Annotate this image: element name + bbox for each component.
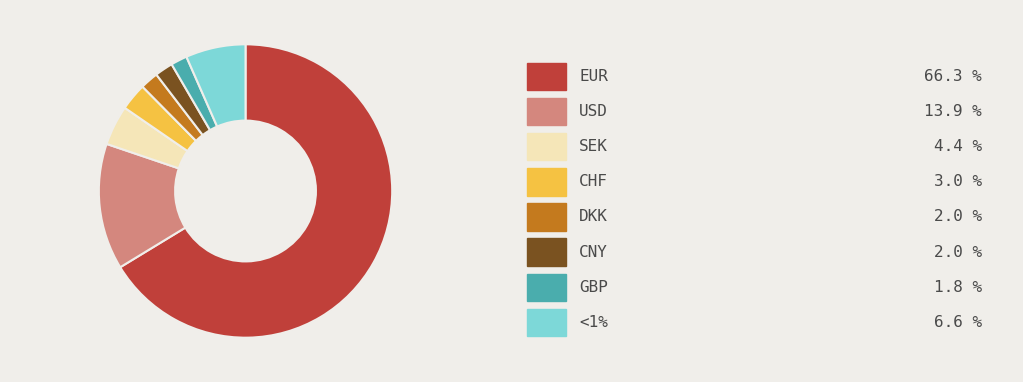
Text: GBP: GBP — [579, 280, 608, 295]
Wedge shape — [157, 64, 210, 135]
Text: 3.0 %: 3.0 % — [934, 174, 982, 189]
Text: 6.6 %: 6.6 % — [934, 315, 982, 330]
Wedge shape — [106, 108, 187, 168]
Wedge shape — [172, 57, 217, 130]
Text: 4.4 %: 4.4 % — [934, 139, 982, 154]
Wedge shape — [121, 44, 392, 338]
Text: SEK: SEK — [579, 139, 608, 154]
Text: EUR: EUR — [579, 69, 608, 84]
Text: 1.8 %: 1.8 % — [934, 280, 982, 295]
Text: 2.0 %: 2.0 % — [934, 209, 982, 225]
Wedge shape — [125, 87, 196, 151]
Wedge shape — [142, 74, 203, 141]
Text: CNY: CNY — [579, 244, 608, 260]
Text: USD: USD — [579, 104, 608, 119]
Text: 66.3 %: 66.3 % — [925, 69, 982, 84]
Text: <1%: <1% — [579, 315, 608, 330]
Text: DKK: DKK — [579, 209, 608, 225]
Text: 2.0 %: 2.0 % — [934, 244, 982, 260]
Text: 13.9 %: 13.9 % — [925, 104, 982, 119]
Text: CHF: CHF — [579, 174, 608, 189]
Wedge shape — [186, 44, 246, 126]
Wedge shape — [99, 144, 185, 267]
